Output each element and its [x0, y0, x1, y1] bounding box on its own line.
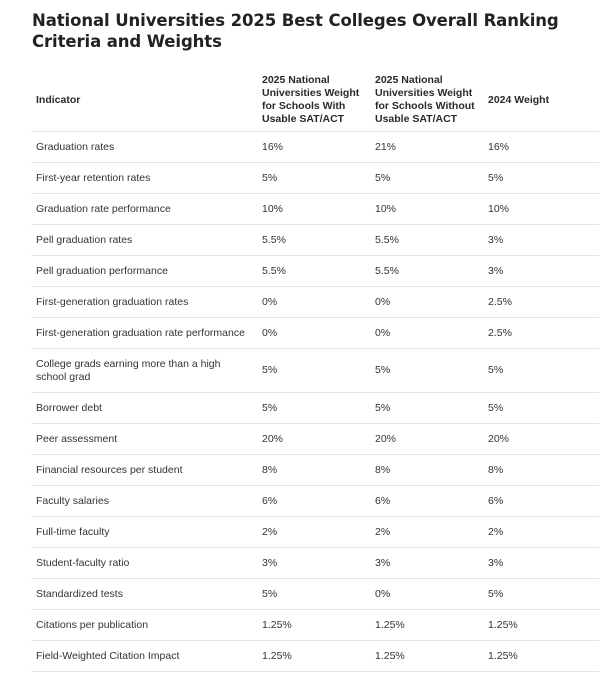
- weight-with-sat-cell: 8%: [257, 454, 370, 486]
- weight-2024-cell: 2.5%: [483, 286, 599, 318]
- table-row: First-generation graduation rate perform…: [31, 317, 599, 349]
- table-row: Graduation rates 16% 21% 16%: [31, 131, 599, 163]
- indicator-cell: Field-Weighted Citation Impact: [31, 640, 257, 672]
- weight-with-sat-cell: 16%: [257, 131, 370, 163]
- weight-with-sat-cell: 5.5%: [257, 255, 370, 287]
- indicator-cell: Full-time faculty: [31, 516, 257, 548]
- header-indicator: Indicator: [31, 69, 257, 132]
- table-row: Pell graduation performance 5.5% 5.5% 3%: [31, 255, 599, 287]
- table-row: Full-time faculty 2% 2% 2%: [31, 516, 599, 548]
- indicator-cell: Peer assessment: [31, 423, 257, 455]
- indicator-cell: Student-faculty ratio: [31, 547, 257, 579]
- weight-with-sat-cell: 0%: [257, 286, 370, 318]
- weight-2024-cell: 3%: [483, 547, 599, 579]
- weight-2024-cell: 5%: [483, 348, 599, 393]
- weight-with-sat-cell: 5%: [257, 578, 370, 610]
- weight-without-sat-cell: 5.5%: [370, 255, 483, 287]
- weight-2024-cell: 16%: [483, 131, 599, 163]
- weight-without-sat-cell: 21%: [370, 131, 483, 163]
- weight-without-sat-cell: 5%: [370, 392, 483, 424]
- table-row: Faculty salaries 6% 6% 6%: [31, 485, 599, 517]
- header-weight-without-sat: 2025 National Universities Weight for Sc…: [370, 69, 483, 132]
- weight-without-sat-cell: 5%: [370, 348, 483, 393]
- weight-without-sat-cell: 20%: [370, 423, 483, 455]
- weight-without-sat-cell: 10%: [370, 193, 483, 225]
- weight-2024-cell: 3%: [483, 255, 599, 287]
- indicator-cell: First-generation graduation rates: [31, 286, 257, 318]
- table-row: Graduation rate performance 10% 10% 10%: [31, 193, 599, 225]
- weight-without-sat-cell: 5%: [370, 162, 483, 194]
- table-row: College grads earning more than a high s…: [31, 348, 599, 393]
- indicator-cell: Standardized tests: [31, 578, 257, 610]
- weight-2024-cell: 3%: [483, 224, 599, 256]
- header-2024-weight: 2024 Weight: [483, 69, 599, 132]
- weight-2024-cell: 5%: [483, 162, 599, 194]
- weight-without-sat-cell: 1.25%: [370, 640, 483, 672]
- weight-without-sat-cell: 8%: [370, 454, 483, 486]
- weight-with-sat-cell: 1.25%: [257, 640, 370, 672]
- weight-with-sat-cell: 5%: [257, 348, 370, 393]
- weight-2024-cell: 2.5%: [483, 317, 599, 349]
- table-row: Field-Weighted Citation Impact 1.25% 1.2…: [31, 640, 599, 672]
- indicator-cell: College grads earning more than a high s…: [31, 348, 257, 393]
- indicator-cell: Borrower debt: [31, 392, 257, 424]
- ranking-criteria-table: Indicator 2025 National Universities Wei…: [31, 69, 599, 672]
- indicator-cell: Pell graduation performance: [31, 255, 257, 287]
- table-row: Borrower debt 5% 5% 5%: [31, 392, 599, 424]
- weight-2024-cell: 1.25%: [483, 609, 599, 641]
- weight-with-sat-cell: 0%: [257, 317, 370, 349]
- weight-with-sat-cell: 5.5%: [257, 224, 370, 256]
- indicator-cell: First-generation graduation rate perform…: [31, 317, 257, 349]
- indicator-cell: Graduation rates: [31, 131, 257, 163]
- table-row: Peer assessment 20% 20% 20%: [31, 423, 599, 455]
- weight-without-sat-cell: 2%: [370, 516, 483, 548]
- indicator-cell: Citations per publication: [31, 609, 257, 641]
- weight-without-sat-cell: 0%: [370, 317, 483, 349]
- weight-2024-cell: 20%: [483, 423, 599, 455]
- weight-2024-cell: 10%: [483, 193, 599, 225]
- indicator-cell: Graduation rate performance: [31, 193, 257, 225]
- weight-with-sat-cell: 10%: [257, 193, 370, 225]
- weight-with-sat-cell: 6%: [257, 485, 370, 517]
- table-row: First-year retention rates 5% 5% 5%: [31, 162, 599, 194]
- table-row: Citations per publication 1.25% 1.25% 1.…: [31, 609, 599, 641]
- indicator-cell: Financial resources per student: [31, 454, 257, 486]
- table-header-row: Indicator 2025 National Universities Wei…: [31, 69, 599, 132]
- indicator-cell: First-year retention rates: [31, 162, 257, 194]
- table-row: Pell graduation rates 5.5% 5.5% 3%: [31, 224, 599, 256]
- table-title: National Universities 2025 Best Colleges…: [32, 11, 559, 51]
- weight-with-sat-cell: 1.25%: [257, 609, 370, 641]
- weight-with-sat-cell: 5%: [257, 392, 370, 424]
- table-row: Standardized tests 5% 0% 5%: [31, 578, 599, 610]
- weight-2024-cell: 6%: [483, 485, 599, 517]
- indicator-cell: Faculty salaries: [31, 485, 257, 517]
- weight-without-sat-cell: 5.5%: [370, 224, 483, 256]
- weight-without-sat-cell: 3%: [370, 547, 483, 579]
- weight-with-sat-cell: 3%: [257, 547, 370, 579]
- table-row: Financial resources per student 8% 8% 8%: [31, 454, 599, 486]
- weight-2024-cell: 2%: [483, 516, 599, 548]
- weight-without-sat-cell: 0%: [370, 578, 483, 610]
- weight-with-sat-cell: 20%: [257, 423, 370, 455]
- table-row: Student-faculty ratio 3% 3% 3%: [31, 547, 599, 579]
- indicator-cell: Pell graduation rates: [31, 224, 257, 256]
- weight-without-sat-cell: 6%: [370, 485, 483, 517]
- weight-2024-cell: 1.25%: [483, 640, 599, 672]
- weight-with-sat-cell: 2%: [257, 516, 370, 548]
- weight-2024-cell: 5%: [483, 392, 599, 424]
- weight-2024-cell: 5%: [483, 578, 599, 610]
- weight-with-sat-cell: 5%: [257, 162, 370, 194]
- weight-without-sat-cell: 0%: [370, 286, 483, 318]
- table-row: First-generation graduation rates 0% 0% …: [31, 286, 599, 318]
- weight-without-sat-cell: 1.25%: [370, 609, 483, 641]
- article-section: National Universities 2025 Best Colleges…: [31, 10, 599, 672]
- weight-2024-cell: 8%: [483, 454, 599, 486]
- header-weight-with-sat: 2025 National Universities Weight for Sc…: [257, 69, 370, 132]
